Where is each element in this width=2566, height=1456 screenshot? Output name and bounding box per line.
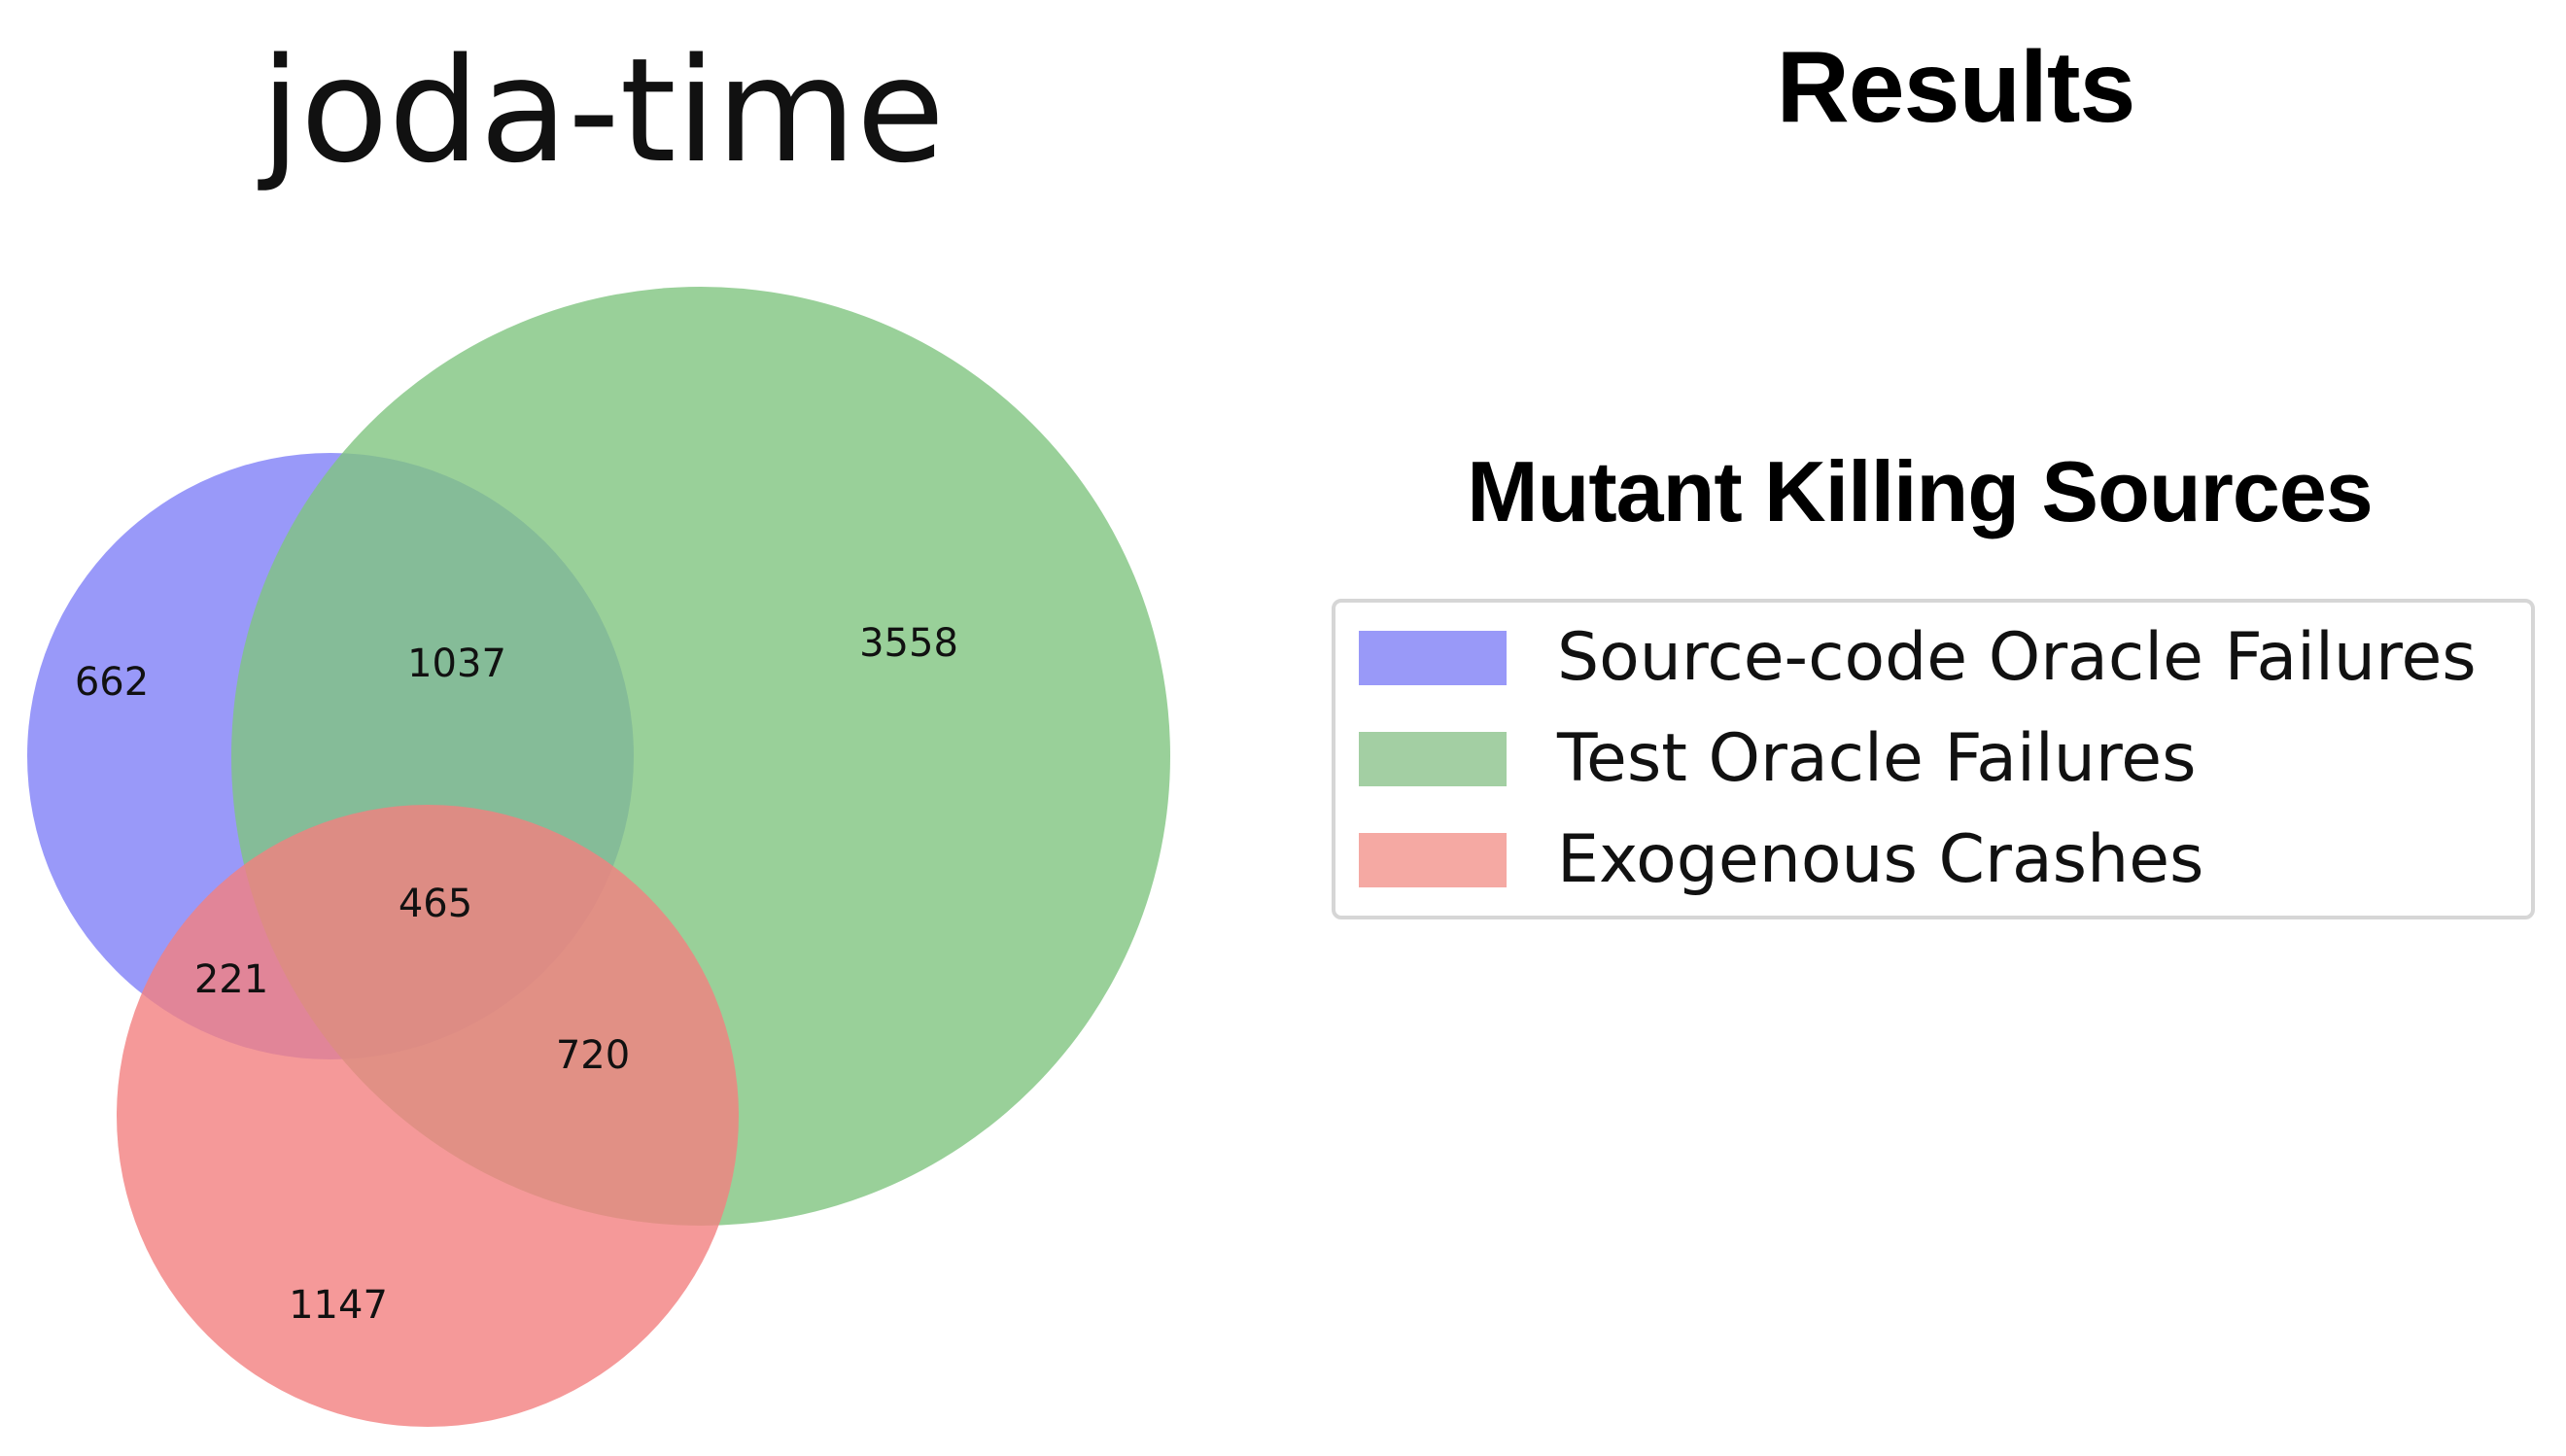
legend-label: Exogenous Crashes xyxy=(1557,821,2204,898)
legend-title: Mutant Killing Sources xyxy=(1467,443,2373,539)
region-label-all-three: 465 xyxy=(399,882,472,926)
venn-title: joda-time xyxy=(260,27,946,194)
region-label-source-test: 1037 xyxy=(407,641,506,686)
legend-entry-source-code-oracle-failures: Source-code Oracle Failures xyxy=(1359,619,2477,696)
region-label-crash-only: 1147 xyxy=(289,1283,388,1328)
legend-label: Test Oracle Failures xyxy=(1557,720,2197,797)
circle-exogenous-crashes xyxy=(117,805,739,1427)
legend-swatch xyxy=(1359,631,1507,685)
venn-diagram: 662 1037 3558 465 221 720 1147 xyxy=(27,287,1170,1427)
legend-swatch xyxy=(1359,732,1507,786)
results-title: Results xyxy=(1776,31,2136,144)
legend-label: Source-code Oracle Failures xyxy=(1557,619,2477,696)
legend-entry-test-oracle-failures: Test Oracle Failures xyxy=(1359,720,2197,797)
legend: Source-code Oracle Failures Test Oracle … xyxy=(1332,599,2535,919)
region-label-test-crash: 720 xyxy=(556,1033,630,1078)
region-label-source-only: 662 xyxy=(75,660,149,705)
region-label-source-crash: 221 xyxy=(194,957,268,1002)
legend-entry-exogenous-crashes: Exogenous Crashes xyxy=(1359,821,2204,898)
legend-swatch xyxy=(1359,833,1507,887)
region-label-test-only: 3558 xyxy=(859,621,958,666)
